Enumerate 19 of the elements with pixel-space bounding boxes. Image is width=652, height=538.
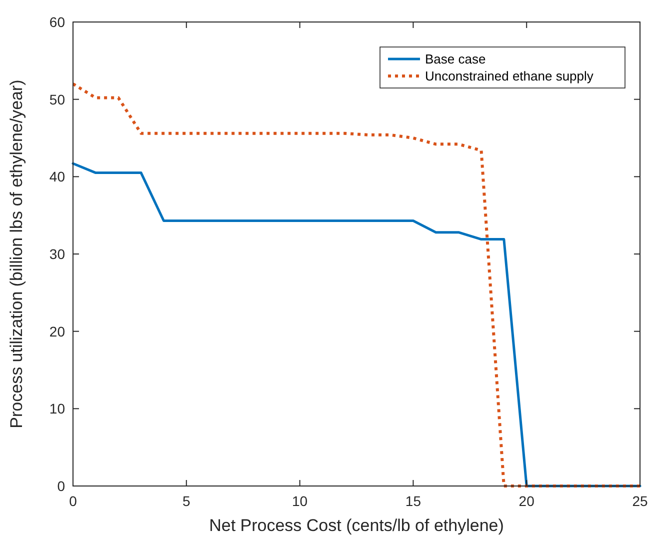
x-tick-label: 10 <box>292 493 308 509</box>
y-tick-label: 20 <box>49 323 66 340</box>
legend-label: Base case <box>425 52 486 66</box>
y-tick-label: 30 <box>49 246 66 262</box>
y-tick-label: 50 <box>49 91 66 108</box>
line-series <box>72 82 642 488</box>
y-tick-label: 0 <box>57 478 66 494</box>
y-tick-label: 60 <box>49 14 66 30</box>
y-tick-label: 40 <box>49 168 66 185</box>
x-tick-label: 25 <box>632 493 648 509</box>
x-tick-label: 5 <box>182 493 190 509</box>
legend-label: Unconstrained ethane supply <box>425 68 594 84</box>
line-series <box>72 162 642 488</box>
y-tick-label: 10 <box>49 400 66 417</box>
x-tick-label: 15 <box>405 493 422 509</box>
y-axis-title: Process utilization (billion lbs of ethylene/year) <box>7 80 26 428</box>
x-tick-label: 0 <box>69 493 78 509</box>
x-axis-title: Net Process Cost (cents/lb of ethylene) <box>209 516 504 535</box>
x-tick-label: 20 <box>518 493 535 509</box>
